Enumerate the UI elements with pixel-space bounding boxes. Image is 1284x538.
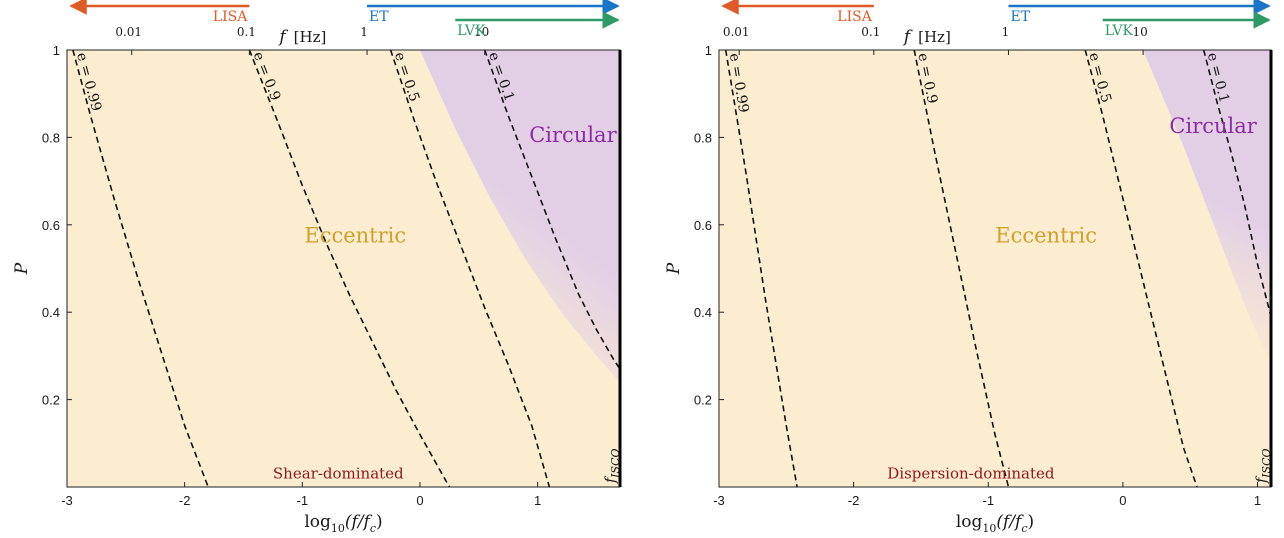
- top-axis-title: f [Hz]: [277, 27, 326, 47]
- y-axis-title: P: [664, 262, 684, 275]
- y-tick-label: 1: [53, 43, 60, 58]
- circular-label: Circular: [1169, 114, 1257, 138]
- circular-region: [419, 50, 620, 383]
- lvk-label: LVK: [457, 23, 486, 39]
- eccentricity-curve-2: [389, 50, 551, 487]
- regime-annotation: Shear-dominated: [273, 464, 404, 482]
- fisco-label: fISCO: [1254, 448, 1273, 484]
- x-axis-title: log10(f/fc): [304, 512, 382, 535]
- y-tick-label: 0.6: [694, 218, 712, 233]
- x-tick-label: 0: [416, 493, 423, 508]
- x-tick-label: -1: [982, 493, 994, 508]
- circular-label: Circular: [529, 123, 617, 147]
- eccentric-label: Eccentric: [304, 223, 406, 247]
- chart-panel-left: e = 0.99 e = 0.9 e = 0.5 e = 0.1-3 -2 -1 0 10.2…: [12, 0, 622, 535]
- x-tick-label: 1: [534, 493, 541, 508]
- et-label: ET: [369, 9, 389, 25]
- x-tick-label: 0: [1119, 493, 1126, 508]
- eccentric-label: Eccentric: [995, 223, 1097, 247]
- x-tick-label: -3: [713, 493, 725, 508]
- top-tick-label: 1: [1002, 25, 1010, 39]
- x-tick-label: -2: [848, 493, 860, 508]
- x-tick-label: -3: [61, 493, 73, 508]
- y-tick-label: 0.8: [694, 130, 712, 145]
- top-tick-label: 0.01: [115, 25, 142, 39]
- lisa-label: LISA: [837, 9, 872, 25]
- y-tick-label: 0.4: [42, 305, 60, 320]
- y-tick-label: 0.8: [42, 130, 60, 145]
- x-tick-label: -2: [179, 493, 191, 508]
- y-tick-label: 1: [705, 43, 712, 58]
- top-tick-label: 1: [360, 25, 368, 39]
- top-tick-label: 10: [1132, 25, 1147, 39]
- y-axis-title: P: [12, 262, 32, 275]
- x-tick-label: -1: [297, 493, 309, 508]
- y-tick-label: 0.2: [42, 393, 60, 408]
- regime-annotation: Dispersion-dominated: [887, 464, 1055, 482]
- y-tick-label: 0.4: [694, 305, 712, 320]
- eccentricity-curve-0: [72, 50, 209, 487]
- top-tick-label: 10: [474, 25, 489, 39]
- x-tick-label: 1: [1254, 493, 1261, 508]
- chart-panel-right: e = 0.99 e = 0.9 e = 0.5 e = 0.1-3 -2 -1 0 10.2…: [664, 0, 1273, 535]
- x-axis-title: log10(f/fc): [956, 512, 1034, 535]
- top-tick-label: 0.1: [861, 25, 880, 39]
- lvk-label: LVK: [1105, 23, 1134, 39]
- lisa-label: LISA: [213, 9, 248, 25]
- top-tick-label: 0.1: [237, 25, 256, 39]
- et-label: ET: [1010, 9, 1030, 25]
- fisco-label: fISCO: [603, 448, 622, 484]
- circular-region: [1143, 50, 1271, 365]
- eccentricity-curve-3: [1202, 50, 1271, 317]
- eccentricity-curve-0: [724, 50, 798, 487]
- y-tick-label: 0.2: [694, 393, 712, 408]
- eccentricity-curve-1: [248, 50, 451, 487]
- eccentricity-curve-1: [913, 50, 1010, 487]
- eccentricity-curve-3: [483, 50, 620, 370]
- y-tick-label: 0.6: [42, 218, 60, 233]
- top-tick-label: 0.01: [723, 25, 750, 39]
- top-axis-title: f [Hz]: [902, 27, 951, 47]
